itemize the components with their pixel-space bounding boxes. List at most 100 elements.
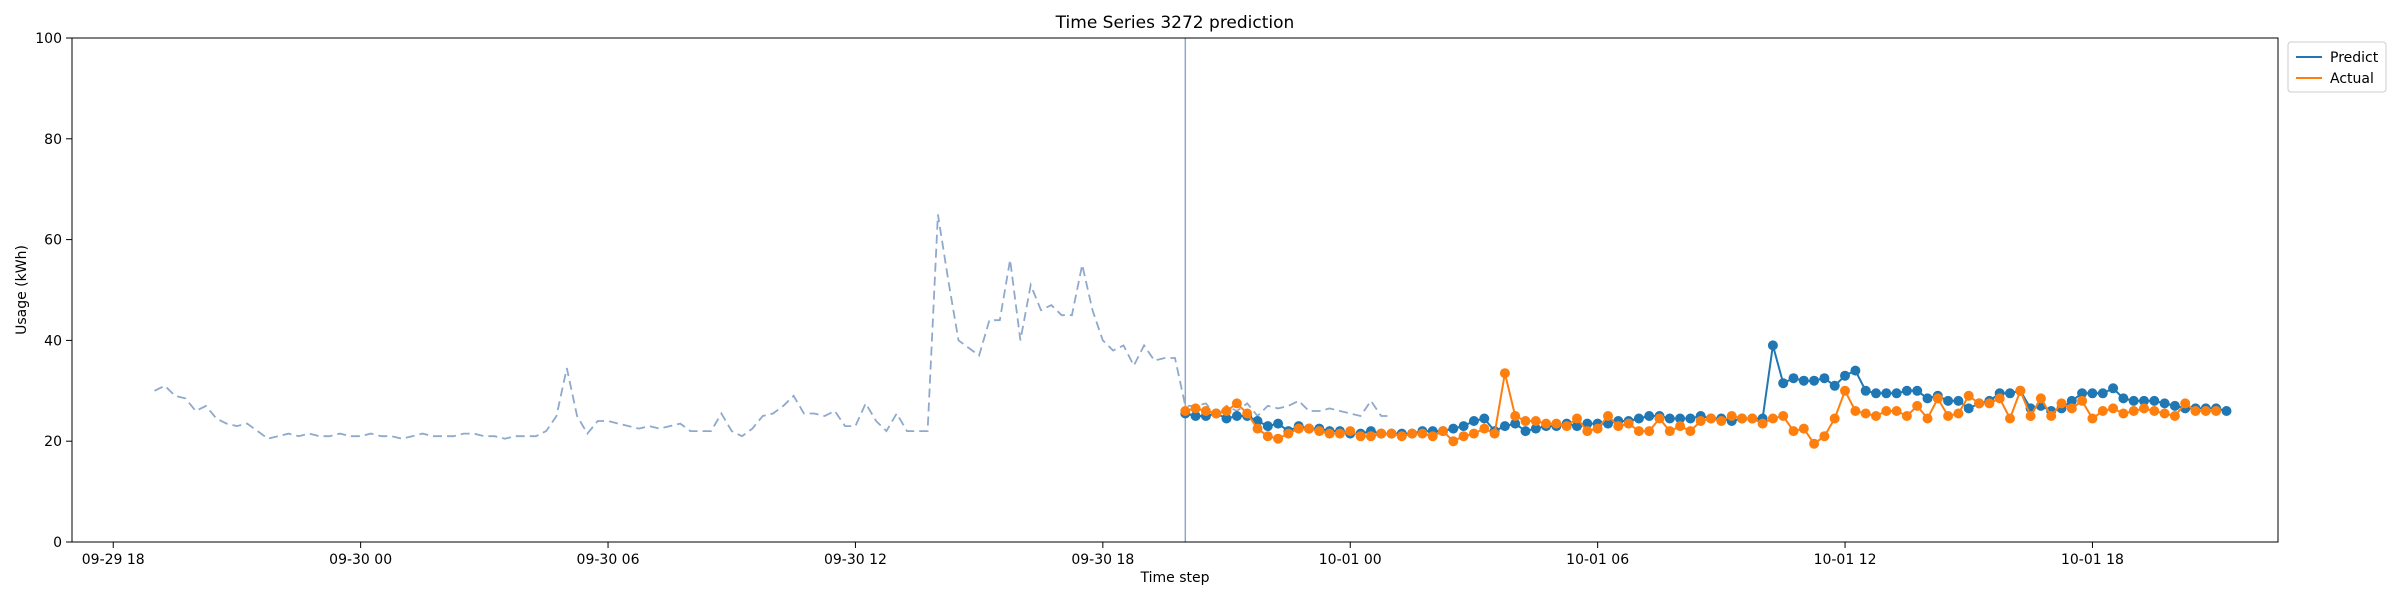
predict-point: [1221, 413, 1232, 424]
x-tick-label: 10-01 06: [1566, 552, 1629, 568]
actual-point: [1798, 423, 1809, 434]
actual-point: [1221, 406, 1232, 416]
actual-point: [1572, 413, 1582, 424]
actual-point: [2200, 406, 2211, 416]
actual-point: [1716, 416, 1727, 426]
predict-point: [1788, 373, 1799, 384]
actual-point: [1984, 398, 1995, 409]
predict-point: [1840, 370, 1850, 381]
actual-point: [1974, 398, 1985, 409]
predict-point: [1448, 423, 1459, 434]
actual-point: [2077, 395, 2088, 406]
actual-point: [1809, 438, 1820, 449]
actual-point: [1231, 398, 1242, 409]
predict-point: [2097, 388, 2108, 399]
actual-point: [2087, 413, 2098, 424]
y-axis-label: Usage (kWh): [14, 245, 30, 335]
predict-point: [1819, 373, 1830, 384]
y-tick-label: 20: [44, 434, 62, 450]
actual-point: [1438, 426, 1448, 437]
actual-point: [1767, 413, 1778, 424]
actual-point: [1458, 431, 1469, 442]
actual-point: [2035, 393, 2046, 404]
actual-point: [2211, 406, 2222, 416]
actual-point: [1200, 406, 1211, 416]
predict-point: [1860, 385, 1871, 396]
actual-point: [1417, 428, 1428, 439]
actual-point: [1788, 426, 1799, 437]
predict-point: [1685, 413, 1696, 424]
actual-point: [2118, 408, 2129, 419]
actual-point: [1737, 413, 1747, 424]
predict-point: [1530, 423, 1541, 434]
x-tick-label: 09-30 06: [577, 552, 640, 568]
actual-point: [1283, 428, 1294, 439]
predict-point: [1231, 411, 1242, 421]
actual-point: [1407, 428, 1418, 439]
actual-point: [1778, 411, 1789, 421]
actual-point: [2056, 398, 2067, 409]
actual-point: [1262, 431, 1273, 442]
actual-point: [1932, 393, 1943, 404]
actual-point: [1190, 403, 1201, 414]
actual-point: [1582, 426, 1593, 437]
actual-point: [1242, 408, 1253, 419]
actual-point: [1499, 368, 1510, 379]
predict-point: [1675, 413, 1686, 424]
actual-point: [1726, 411, 1737, 421]
x-tick-label: 10-01 18: [2061, 552, 2124, 568]
actual-point: [1530, 416, 1541, 426]
actual-point: [1551, 418, 1562, 429]
actual-point: [1273, 433, 1284, 444]
actual-point: [1871, 411, 1881, 421]
actual-point: [1881, 406, 1892, 416]
actual-point: [1541, 418, 1552, 429]
predict-point: [2005, 388, 2015, 399]
predict-point: [1809, 375, 1820, 386]
predict-point: [1468, 416, 1479, 426]
x-tick-label: 09-29 18: [82, 552, 145, 568]
actual-point: [1386, 428, 1397, 439]
actual-point: [1706, 413, 1716, 424]
predict-point: [1190, 411, 1201, 421]
y-tick-label: 0: [53, 535, 62, 551]
actual-point: [1850, 406, 1861, 416]
predict-point: [1798, 375, 1809, 386]
predict-point: [1871, 388, 1881, 399]
predict-point: [1603, 418, 1613, 429]
x-tick-label: 09-30 18: [1071, 552, 1134, 568]
predict-point: [2087, 388, 2098, 399]
actual-point: [1293, 423, 1304, 434]
actual-point: [1211, 408, 1222, 419]
actual-point: [1510, 411, 1521, 421]
actual-point: [1953, 408, 1964, 419]
actual-point: [2015, 385, 2026, 396]
predict-point: [1912, 385, 1923, 396]
actual-point: [1324, 428, 1335, 439]
predict-point: [2169, 400, 2180, 411]
predict-point: [1922, 393, 1933, 404]
actual-point: [1963, 390, 1974, 401]
actual-point: [1613, 421, 1624, 432]
predict-point: [2066, 395, 2077, 406]
legend-predict-label: Predict: [2330, 50, 2379, 66]
predict-point: [2159, 398, 2170, 409]
predict-point: [2118, 393, 2129, 404]
actual-point: [1355, 431, 1366, 442]
actual-point: [1664, 426, 1675, 437]
actual-point: [1891, 406, 1902, 416]
actual-point: [2046, 411, 2057, 421]
history-line: [154, 214, 1392, 440]
actual-point: [2159, 408, 2170, 419]
actual-point: [1592, 423, 1603, 434]
actual-point: [1644, 426, 1655, 437]
actual-point: [1479, 423, 1490, 434]
x-axis-label: Time step: [1140, 570, 1210, 586]
predict-point: [2221, 406, 2232, 416]
predict-point: [1881, 388, 1892, 399]
x-tick-label: 09-30 12: [824, 552, 887, 568]
actual-point: [2169, 411, 2180, 421]
x-tick-label: 09-30 00: [329, 552, 392, 568]
predict-point: [1572, 421, 1582, 432]
y-tick-label: 40: [44, 333, 62, 349]
